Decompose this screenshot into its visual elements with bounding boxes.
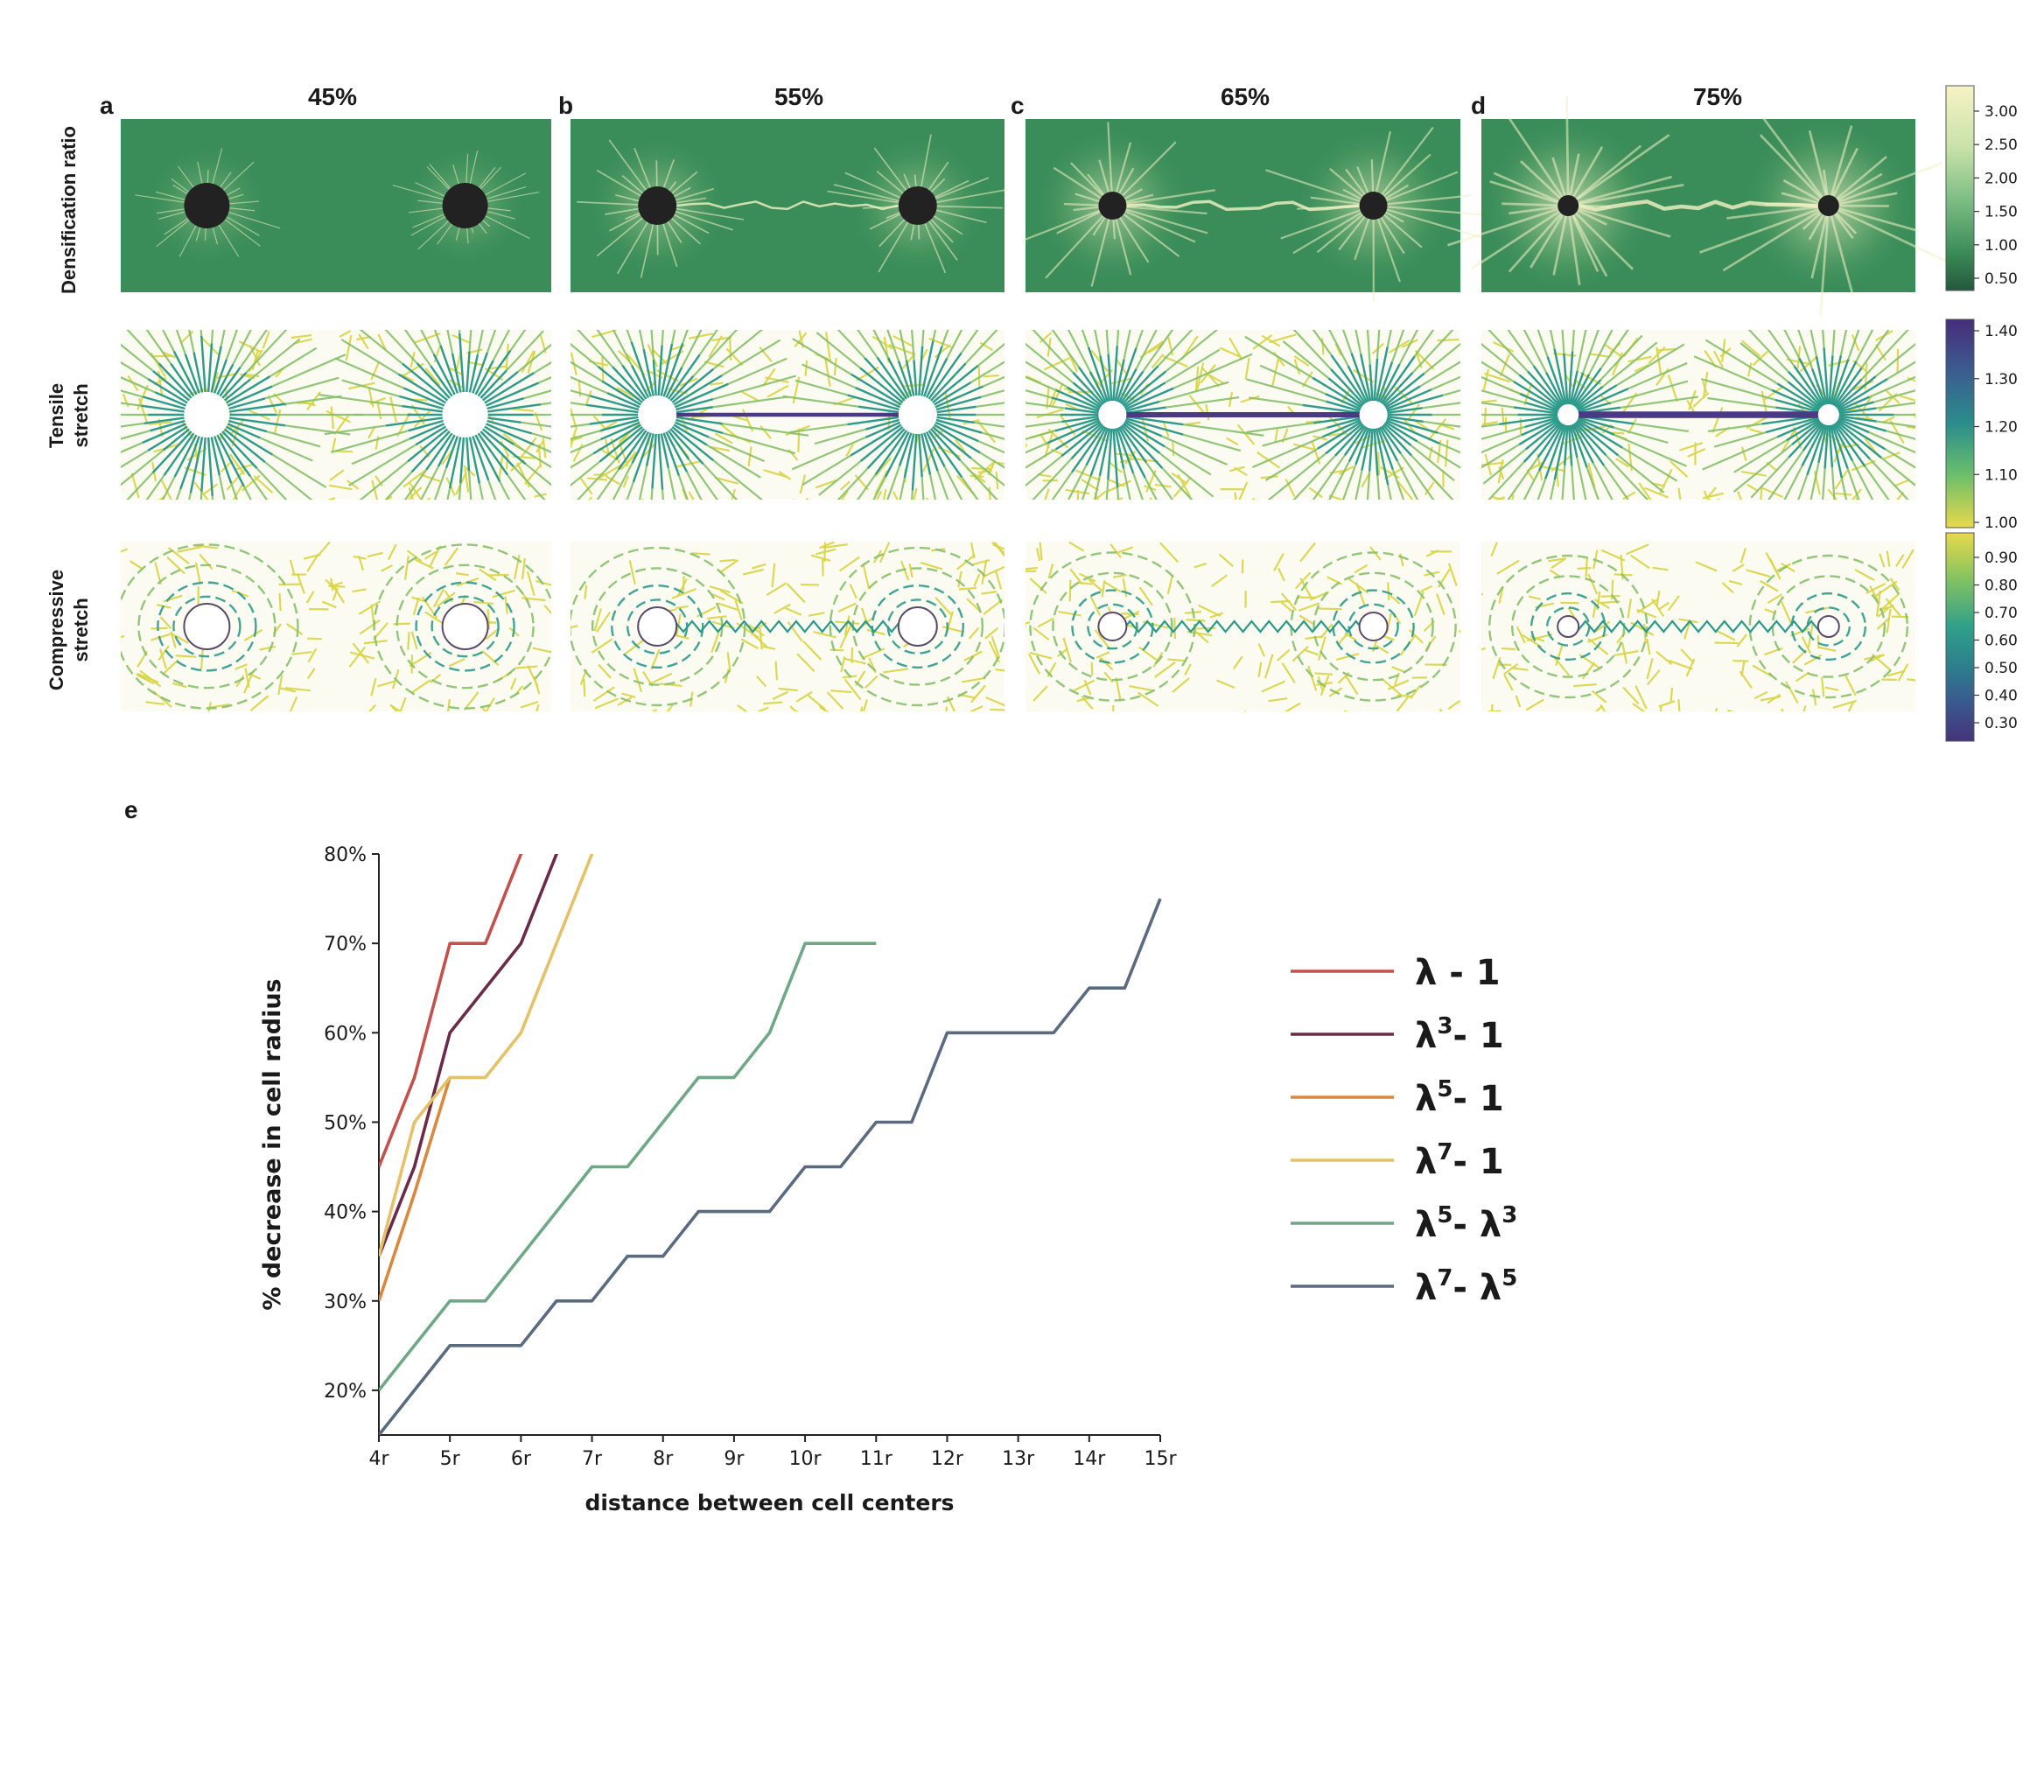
column-title-45: 45% — [308, 83, 357, 110]
densification-colorbar-tick-label: 1.50 — [1984, 204, 2018, 221]
compressive-colorbar-tick-label: 0.50 — [1984, 660, 2018, 677]
densification-map-d — [1446, 96, 1952, 317]
panel-letter-b: b — [558, 92, 573, 119]
y-axis-label: % decrease in cell radius — [259, 978, 286, 1310]
x-tick-label: 12r — [931, 1448, 964, 1470]
legend-entry: λ3- 1 — [1415, 1013, 1504, 1056]
densification-colorbar-tick-label: 2.00 — [1984, 170, 2018, 187]
column-title-55: 55% — [774, 83, 823, 110]
tensile-map-c — [1026, 330, 1460, 500]
tensile-colorbar-tick-label: 1.10 — [1984, 466, 2018, 484]
row-label-densification: Densification ratio — [58, 126, 80, 294]
series-line-4 — [379, 854, 594, 1257]
y-tick-label: 50% — [324, 1112, 367, 1134]
x-tick-label: 14r — [1073, 1448, 1106, 1470]
compressive-colorbar-tick-label: 0.70 — [1984, 605, 2018, 622]
y-tick-label: 80% — [324, 844, 367, 866]
x-tick-label: 5r — [440, 1448, 461, 1470]
tensile-map-a — [121, 330, 551, 500]
panel-letter-d: d — [1471, 92, 1486, 119]
x-tick-label: 7r — [582, 1448, 603, 1470]
simulation-panels-figure: Densification ratio Tensile stretch Comp… — [46, 83, 2018, 742]
legend-entry: λ7- 1 — [1415, 1139, 1504, 1182]
compressive-map-b — [570, 542, 1004, 711]
compressive-colorbar-tick-label: 0.80 — [1984, 578, 2018, 595]
row-label-tensile-line2: stretch — [70, 383, 92, 447]
densification-colorbar-tick-label: 0.50 — [1984, 270, 2018, 288]
densification-colorbar-tick-label: 1.00 — [1984, 237, 2018, 255]
series-line-5 — [379, 942, 877, 1392]
y-tick-label: 60% — [324, 1023, 367, 1045]
radius-decrease-chart: 20% 30% 40% 50% 60% 70% 80% 4r 5r 6r 7r 8r 9r 10r 11r 1… — [259, 844, 1517, 1516]
x-tick-label: 4r — [368, 1448, 389, 1470]
row-label-tensile-line1: Tensile — [46, 383, 67, 448]
column-title-65: 65% — [1221, 83, 1270, 110]
panel-letter-c: c — [1011, 92, 1025, 119]
compressive-map-a — [121, 542, 551, 711]
legend-entry: λ - 1 — [1415, 953, 1501, 993]
series-line-1 — [379, 854, 523, 1168]
compressive-colorbar-tick-label: 0.60 — [1984, 633, 2018, 650]
tensile-colorbar-tick-label: 1.20 — [1984, 419, 2018, 437]
y-tick-label: 70% — [324, 934, 367, 956]
colorbar-compressive: 0.90 0.80 0.70 0.60 0.50 0.40 0.30 — [1945, 532, 2018, 742]
column-title-75: 75% — [1693, 83, 1742, 110]
series-line-6 — [379, 898, 1162, 1435]
densification-map-b — [570, 119, 1008, 292]
colorbar-tensile: 1.40 1.30 1.20 1.10 1.00 — [1945, 318, 2018, 532]
tensile-map-b — [570, 330, 1004, 500]
row-label-compressive-line1: Compressive — [46, 570, 67, 690]
panel-letter-a: a — [100, 92, 114, 119]
row-label-compressive-line2: stretch — [70, 598, 92, 662]
x-axis-label: distance between cell centers — [584, 1490, 954, 1516]
compressive-colorbar-tick-label: 0.30 — [1984, 715, 2018, 732]
x-tick-label: 9r — [724, 1448, 745, 1470]
y-tick-label: 40% — [324, 1202, 367, 1224]
x-tick-label: 11r — [860, 1448, 893, 1470]
tensile-colorbar-tick-label: 1.00 — [1984, 514, 2018, 532]
y-tick-label: 30% — [324, 1292, 367, 1313]
series-line-2 — [379, 854, 559, 1257]
x-tick-label: 6r — [511, 1448, 532, 1470]
tensile-map-d — [1481, 330, 1915, 500]
densification-colorbar-tick-label: 2.50 — [1984, 136, 2018, 154]
densification-map-a — [121, 119, 551, 292]
series-line-3 — [379, 1076, 452, 1302]
tensile-colorbar-tick-label: 1.40 — [1984, 323, 2018, 340]
densification-map-c — [1022, 119, 1488, 302]
tensile-colorbar-tick-label: 1.30 — [1984, 371, 2018, 388]
y-tick-label: 20% — [324, 1381, 367, 1403]
x-tick-label: 8r — [653, 1448, 674, 1470]
compressive-map-c — [1026, 542, 1460, 711]
legend-entry: λ7- λ5 — [1415, 1265, 1517, 1308]
legend-entry: λ5- 1 — [1415, 1076, 1504, 1119]
compressive-colorbar-tick-label: 0.90 — [1984, 550, 2018, 567]
densification-colorbar-tick-label: 3.00 — [1984, 103, 2018, 121]
chart-legend: λ - 1 λ3- 1 λ5- 1 λ7- 1 λ5- λ3 λ7- λ5 — [1291, 953, 1517, 1308]
x-tick-label: 15r — [1144, 1448, 1177, 1470]
colorbar-densification: 3.00 2.50 2.00 1.50 1.00 0.50 — [1945, 85, 2018, 291]
panel-letter-e: e — [124, 796, 138, 823]
panel-grid — [121, 96, 1952, 711]
x-tick-label: 13r — [1002, 1448, 1035, 1470]
legend-entry: λ5- λ3 — [1415, 1202, 1517, 1245]
x-tick-label: 10r — [789, 1448, 822, 1470]
compressive-colorbar-tick-label: 0.40 — [1984, 688, 2018, 705]
compressive-map-d — [1481, 542, 1915, 711]
